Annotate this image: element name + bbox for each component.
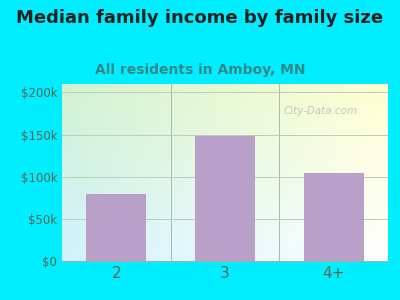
Text: City-Data.com: City-Data.com <box>284 106 358 116</box>
Text: Median family income by family size: Median family income by family size <box>16 9 384 27</box>
Bar <box>195 136 255 261</box>
Text: All residents in Amboy, MN: All residents in Amboy, MN <box>95 63 305 77</box>
Bar <box>304 172 364 261</box>
Bar <box>86 194 146 261</box>
